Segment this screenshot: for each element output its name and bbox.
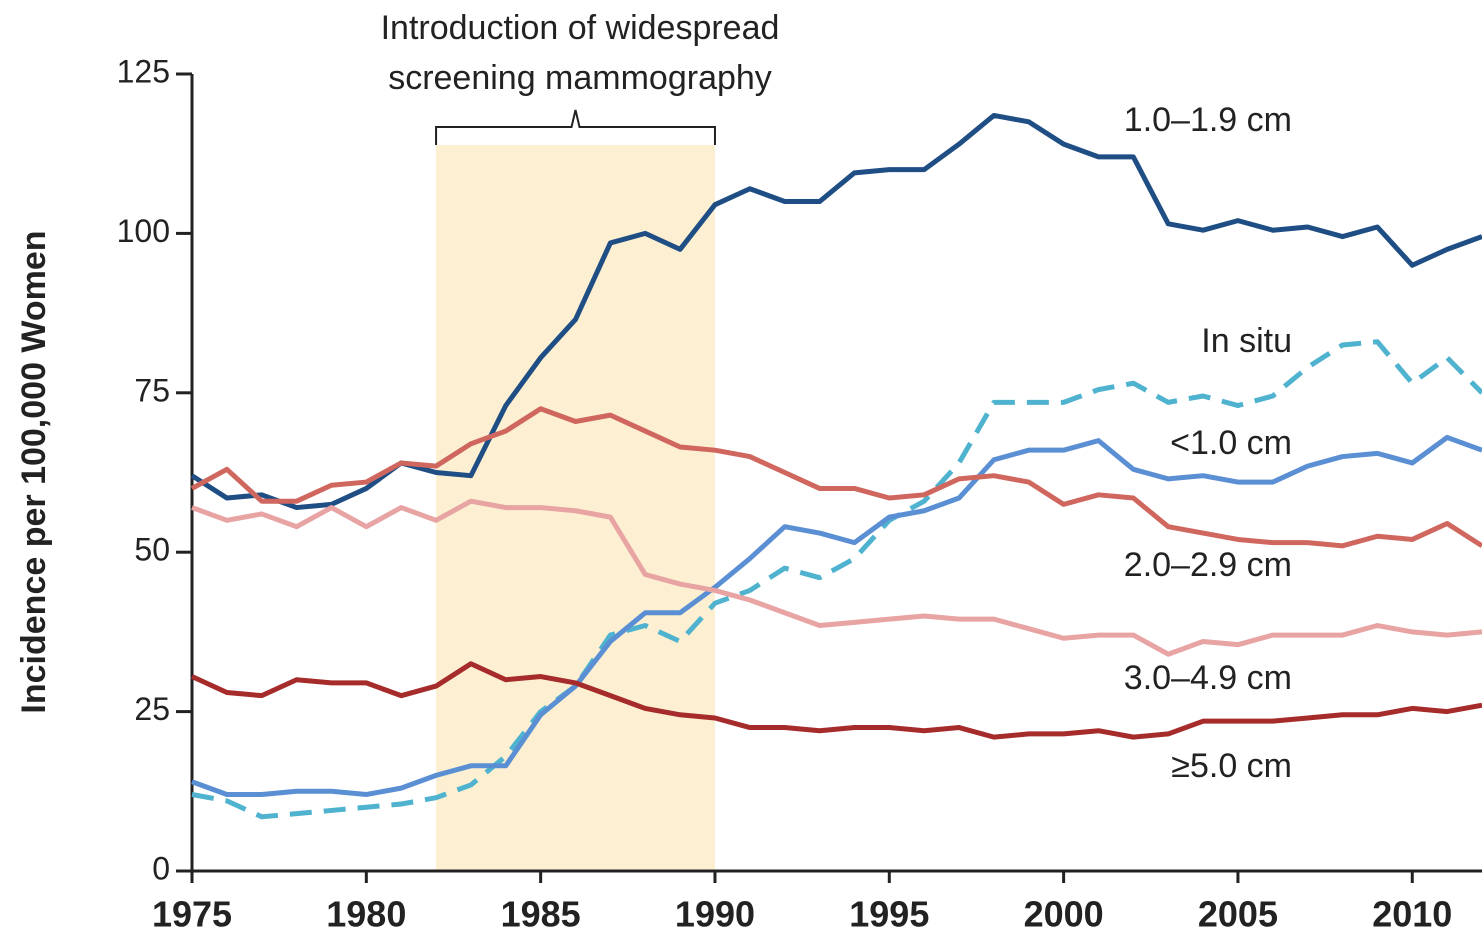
series-line — [191, 434, 1482, 797]
x-tick-label: 1985 — [501, 894, 581, 935]
x-tick-label: 2010 — [1372, 894, 1452, 935]
annotation: Introduction of widespread — [381, 9, 780, 47]
y-tick-label: 0 — [152, 850, 170, 886]
series-line — [190, 406, 1482, 549]
x-tick-label: 1995 — [849, 894, 929, 935]
x-tick-label: 2000 — [1024, 894, 1104, 935]
series-line — [191, 498, 1482, 657]
x-tick-label: 1990 — [675, 894, 755, 935]
series-label: 2.0–2.9 cm — [1124, 546, 1292, 584]
y-tick-label: 100 — [117, 213, 170, 249]
x-tick-label: 1975 — [152, 894, 232, 935]
series-label: <1.0 cm — [1170, 424, 1292, 462]
series-label: In situ — [1201, 322, 1292, 360]
y-tick-label: 75 — [134, 372, 170, 408]
series-line — [191, 339, 1482, 820]
y-tick-label: 125 — [117, 53, 170, 89]
series-label: ≥5.0 cm — [1171, 747, 1292, 785]
x-tick-label: 1980 — [326, 894, 406, 935]
shaded-region — [436, 145, 715, 871]
y-tick-label: 50 — [134, 532, 170, 568]
series-label: 1.0–1.9 cm — [1124, 101, 1292, 139]
annotation: screening mammography — [388, 59, 772, 97]
x-tick-label: 2005 — [1198, 894, 1278, 935]
y-tick-label: 25 — [134, 691, 170, 727]
bracket — [435, 109, 716, 145]
series-line — [190, 661, 1482, 740]
y-axis-label: Incidence per 100,000 Women — [15, 230, 53, 713]
series-label: 3.0–4.9 cm — [1124, 659, 1292, 697]
